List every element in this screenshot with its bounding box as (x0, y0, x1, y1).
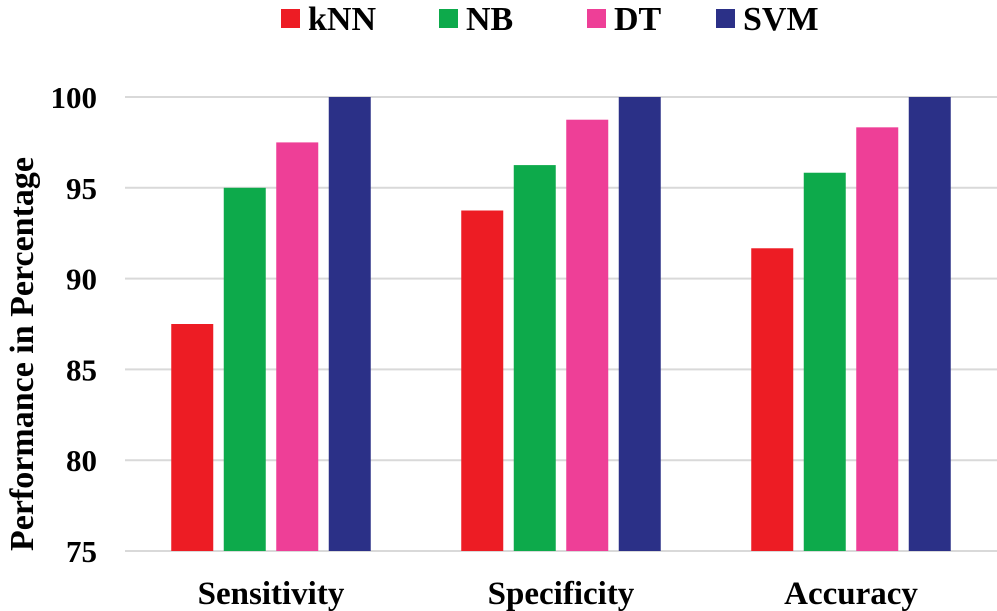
legend-item-nb: NB (439, 1, 513, 38)
y-tick-label: 75 (66, 534, 97, 569)
bar-svm-accuracy (908, 97, 951, 551)
gridlines (125, 96, 997, 552)
legend-swatch (587, 9, 606, 28)
legend-label: NB (466, 1, 513, 38)
bar-knn-sensitivity (171, 324, 214, 551)
bar-nb-specificity (513, 165, 556, 551)
y-tick-label: 90 (66, 262, 97, 297)
x-category-label: Specificity (488, 576, 635, 611)
legend-label: SVM (743, 1, 819, 38)
y-tick-label: 85 (66, 352, 97, 387)
bar-svm-sensitivity (328, 97, 371, 551)
legend-label: kNN (308, 1, 376, 38)
bar-svm-specificity (618, 97, 661, 551)
legend-item-knn: kNN (281, 1, 376, 38)
legend: kNN NB DT SVM (281, 1, 819, 38)
bar-dt-accuracy (856, 127, 899, 551)
legend-item-dt: DT (587, 1, 662, 38)
x-category-label: Accuracy (784, 576, 918, 611)
y-tick-label: 80 (66, 443, 97, 478)
legend-swatch (439, 9, 458, 28)
y-tick-label: 100 (51, 80, 98, 115)
bar-knn-specificity (461, 210, 504, 551)
bars (171, 97, 951, 552)
legend-label: DT (614, 1, 662, 38)
bar-knn-accuracy (751, 248, 794, 551)
y-axis-ticks: 75 80 85 90 95 100 (51, 80, 98, 569)
bar-dt-sensitivity (276, 142, 319, 551)
legend-swatch (281, 9, 300, 28)
bar-nb-sensitivity (223, 187, 266, 552)
x-category-label: Sensitivity (198, 576, 345, 611)
y-axis-label: Performance in Percentage (4, 157, 41, 551)
bar-dt-specificity (566, 119, 609, 551)
bar-nb-accuracy (803, 172, 846, 551)
legend-item-svm: SVM (716, 1, 819, 38)
y-tick-label: 95 (66, 171, 97, 206)
legend-swatch (716, 9, 735, 28)
x-axis-categories: Sensitivity Specificity Accuracy (198, 576, 919, 611)
